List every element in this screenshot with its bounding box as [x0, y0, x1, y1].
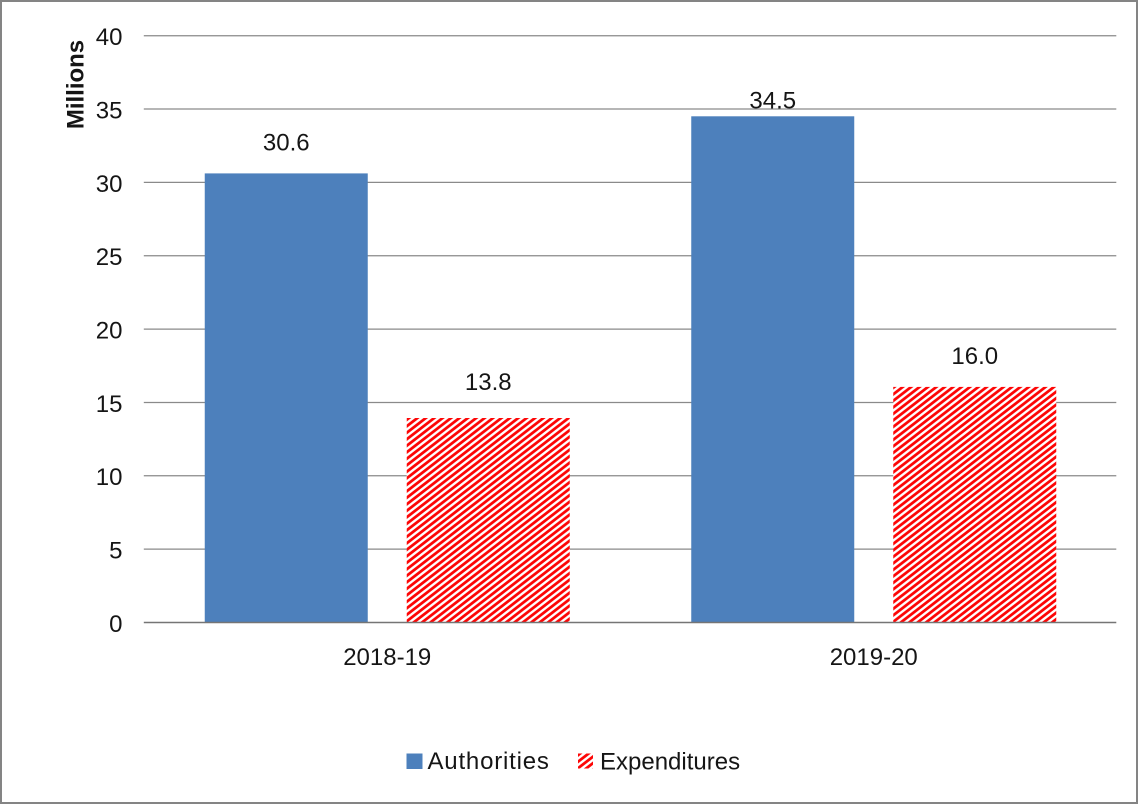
svg-text:34.5: 34.5 — [749, 87, 796, 114]
svg-text:Authorities: Authorities — [428, 748, 550, 775]
svg-text:13.8: 13.8 — [465, 369, 512, 396]
svg-text:30: 30 — [96, 171, 123, 198]
svg-text:0: 0 — [109, 611, 122, 638]
svg-text:15: 15 — [96, 391, 123, 418]
svg-text:25: 25 — [96, 244, 123, 271]
svg-text:16.0: 16.0 — [951, 343, 998, 370]
svg-text:Millions: Millions — [63, 40, 90, 129]
svg-text:Expenditures: Expenditures — [600, 748, 740, 775]
svg-text:30.6: 30.6 — [263, 130, 310, 157]
svg-text:20: 20 — [96, 318, 123, 345]
svg-text:5: 5 — [109, 538, 122, 565]
svg-text:10: 10 — [96, 464, 123, 491]
svg-text:2019-20: 2019-20 — [830, 644, 918, 671]
svg-text:40: 40 — [96, 24, 123, 51]
svg-text:35: 35 — [96, 98, 123, 125]
svg-text:2018-19: 2018-19 — [343, 644, 431, 671]
